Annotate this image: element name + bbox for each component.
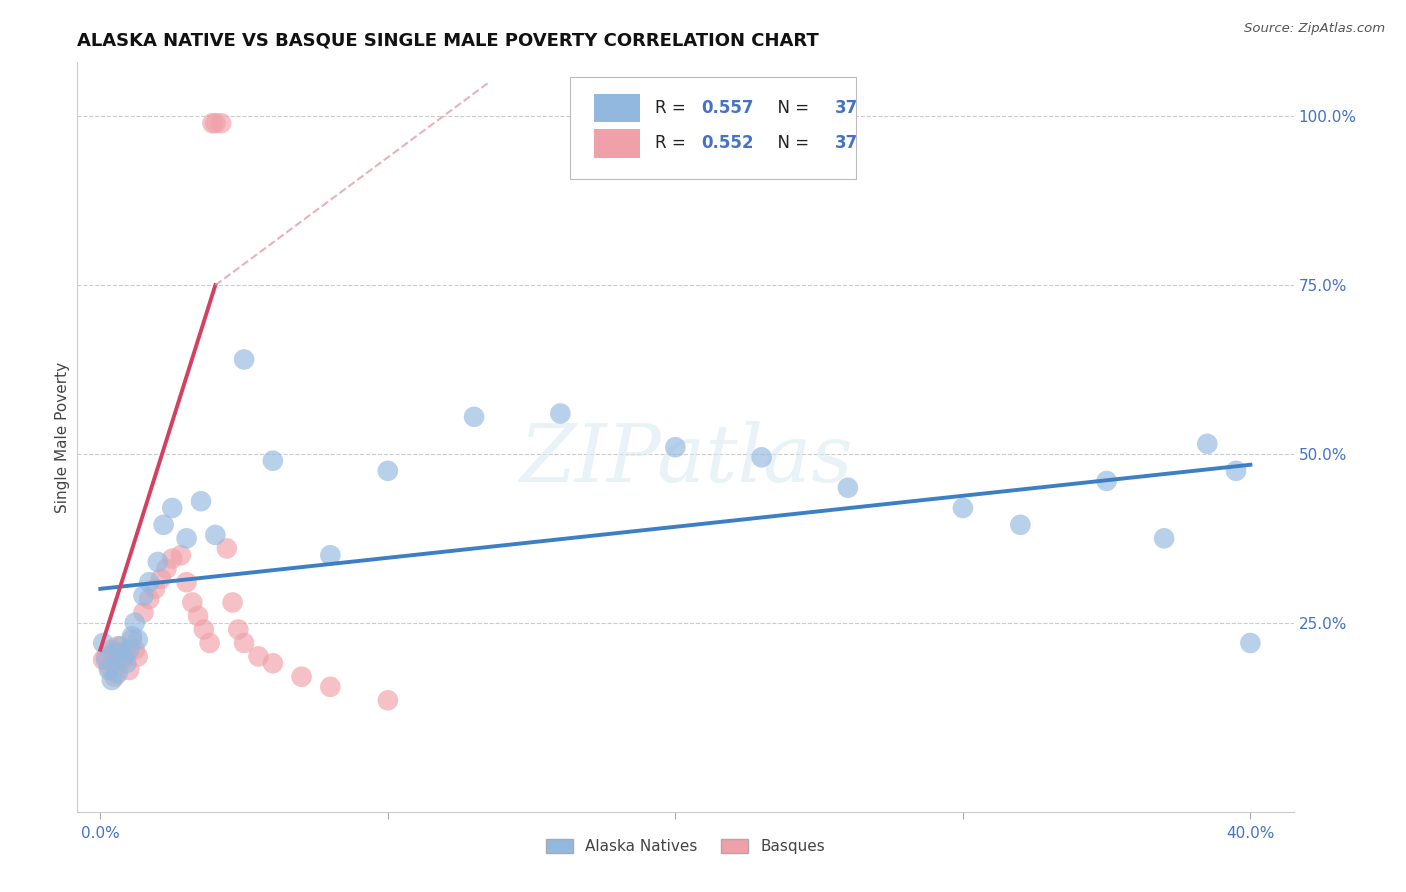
Point xyxy=(124,642,146,657)
Point xyxy=(215,541,238,556)
Point xyxy=(107,666,129,681)
Point xyxy=(952,500,974,515)
Point xyxy=(1197,437,1219,451)
Text: 0.557: 0.557 xyxy=(702,99,754,117)
Point xyxy=(110,640,132,654)
Point xyxy=(112,649,135,664)
Point xyxy=(262,453,284,467)
Point xyxy=(233,352,256,367)
Text: 0.552: 0.552 xyxy=(702,135,754,153)
Point xyxy=(181,595,204,609)
Point xyxy=(262,657,284,671)
Text: ALASKA NATIVE VS BASQUE SINGLE MALE POVERTY CORRELATION CHART: ALASKA NATIVE VS BASQUE SINGLE MALE POVE… xyxy=(77,32,820,50)
Point xyxy=(751,450,773,465)
Point xyxy=(176,575,198,590)
Point xyxy=(377,693,399,707)
Point xyxy=(193,623,215,637)
Text: 37: 37 xyxy=(835,135,858,153)
Point xyxy=(160,551,183,566)
Point xyxy=(837,481,859,495)
Point xyxy=(132,589,155,603)
Point xyxy=(127,649,149,664)
Point xyxy=(124,615,146,630)
Point xyxy=(204,528,226,542)
Legend: Alaska Natives, Basques: Alaska Natives, Basques xyxy=(540,832,831,860)
Point xyxy=(152,517,174,532)
Point xyxy=(104,646,127,660)
Point xyxy=(198,636,221,650)
Point xyxy=(1153,532,1175,546)
Text: 37: 37 xyxy=(835,99,858,117)
Point xyxy=(110,646,132,660)
Text: N =: N = xyxy=(766,135,814,153)
Point xyxy=(160,500,183,515)
Text: ZIPatlas: ZIPatlas xyxy=(519,421,852,499)
Point xyxy=(94,649,117,664)
Point xyxy=(550,407,572,421)
Point xyxy=(1095,474,1118,488)
Point xyxy=(319,680,342,694)
Point xyxy=(319,548,342,562)
Point xyxy=(91,636,114,650)
Point xyxy=(1239,636,1261,650)
Point xyxy=(209,116,232,130)
Point xyxy=(121,632,143,647)
Point xyxy=(377,464,399,478)
Point xyxy=(118,642,141,657)
Text: R =: R = xyxy=(655,135,690,153)
Point xyxy=(1010,517,1032,532)
Point xyxy=(138,592,160,607)
FancyBboxPatch shape xyxy=(595,94,640,122)
Point xyxy=(101,642,124,657)
Point xyxy=(127,632,149,647)
Point xyxy=(149,572,172,586)
Point xyxy=(138,575,160,590)
Point xyxy=(463,409,485,424)
Point xyxy=(115,646,138,660)
FancyBboxPatch shape xyxy=(569,78,856,178)
Point xyxy=(176,532,198,546)
Text: R =: R = xyxy=(655,99,690,117)
Point xyxy=(112,653,135,667)
FancyBboxPatch shape xyxy=(595,129,640,158)
Y-axis label: Single Male Poverty: Single Male Poverty xyxy=(55,361,70,513)
Point xyxy=(204,116,226,130)
Point xyxy=(107,640,129,654)
Point xyxy=(291,670,314,684)
Point xyxy=(121,629,143,643)
Point xyxy=(94,653,117,667)
Point xyxy=(170,548,193,562)
Point xyxy=(1225,464,1247,478)
Point xyxy=(146,555,169,569)
Point xyxy=(233,636,256,650)
Point xyxy=(221,595,243,609)
Point xyxy=(143,582,166,596)
Text: Source: ZipAtlas.com: Source: ZipAtlas.com xyxy=(1244,22,1385,36)
Point xyxy=(201,116,224,130)
Point xyxy=(155,562,177,576)
Point xyxy=(104,670,127,684)
Point xyxy=(132,606,155,620)
Point xyxy=(97,659,120,673)
Point xyxy=(91,653,114,667)
Text: N =: N = xyxy=(766,99,814,117)
Point xyxy=(115,657,138,671)
Point xyxy=(664,440,686,454)
Point xyxy=(228,623,250,637)
Point xyxy=(247,649,270,664)
Point xyxy=(101,673,124,687)
Point xyxy=(190,494,212,508)
Point xyxy=(118,663,141,677)
Point xyxy=(97,663,120,677)
Point xyxy=(187,609,209,624)
